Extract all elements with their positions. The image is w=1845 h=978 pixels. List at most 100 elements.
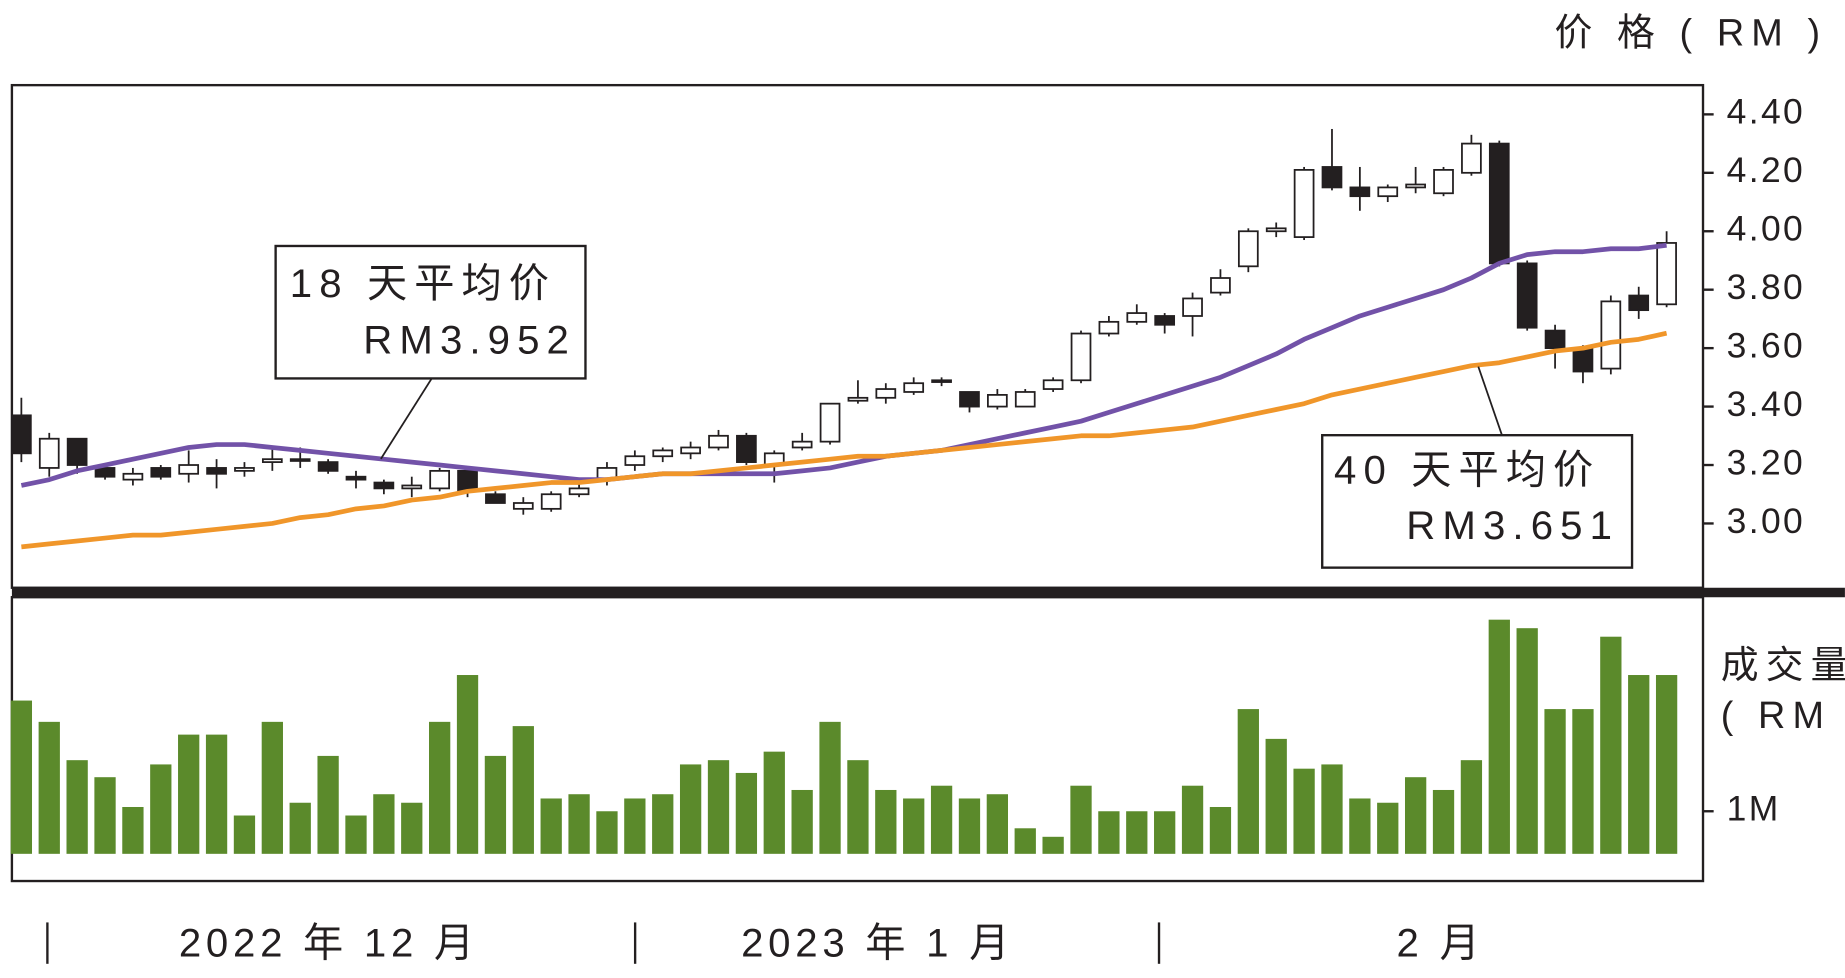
volume-bar xyxy=(903,798,925,854)
volume-bar xyxy=(568,794,590,854)
volume-bar xyxy=(679,764,702,854)
candle-body xyxy=(345,475,367,481)
volume-bar xyxy=(10,700,33,854)
volume-bar xyxy=(1265,738,1287,854)
volume-bar xyxy=(1655,675,1678,854)
candle-body xyxy=(429,469,450,490)
volume-bar xyxy=(345,815,367,854)
candle-body xyxy=(261,458,283,463)
candle-body xyxy=(485,493,506,504)
volume-bar xyxy=(456,675,479,854)
volume-bar xyxy=(317,755,339,854)
volume-bar xyxy=(819,721,841,854)
leader-line xyxy=(380,377,433,460)
volume-bar xyxy=(540,798,562,854)
volume-bar xyxy=(652,794,674,854)
y-tick-label: 4.40 xyxy=(1727,92,1806,132)
volume-bar xyxy=(875,789,897,854)
candle-body xyxy=(11,414,32,455)
volume-bar xyxy=(1070,785,1092,854)
candle-body xyxy=(206,467,227,475)
candle-body xyxy=(401,484,423,490)
candle-body xyxy=(1210,277,1231,294)
volume-bar xyxy=(735,772,758,854)
volume-bar xyxy=(261,721,283,854)
volume-bar xyxy=(289,802,311,854)
candle-body xyxy=(624,455,646,466)
volume-bar xyxy=(791,789,813,854)
leader-line xyxy=(1477,366,1503,436)
volume-bar xyxy=(373,794,395,854)
candle-body xyxy=(1293,169,1315,238)
candle-body xyxy=(1154,315,1176,326)
candle-body xyxy=(317,461,339,472)
candle-body xyxy=(38,437,60,469)
candle-body xyxy=(1237,230,1259,268)
candle-body xyxy=(1488,142,1510,265)
candle-body xyxy=(1042,379,1064,390)
candle-body xyxy=(122,472,144,481)
volume-bar xyxy=(847,760,869,854)
candle-body xyxy=(178,464,200,475)
candle-body xyxy=(1628,294,1650,312)
candle-body xyxy=(819,402,841,443)
volume-bar xyxy=(1572,709,1594,854)
candle-body xyxy=(903,382,925,393)
volume-bar xyxy=(1460,760,1483,854)
volume-bar xyxy=(1349,798,1371,854)
candle-body xyxy=(94,467,116,478)
volume-bar xyxy=(1488,619,1510,854)
candle-body xyxy=(708,434,729,449)
candle-body xyxy=(791,440,813,449)
volume-bar xyxy=(1209,806,1232,854)
volume-bar xyxy=(1377,802,1399,854)
period-label: 2023 年 1 月 xyxy=(741,921,1014,966)
candle-body xyxy=(1321,166,1343,189)
candle-body xyxy=(1461,142,1482,174)
candle-body xyxy=(540,493,562,510)
candle-body xyxy=(1544,329,1566,350)
moving-average-line xyxy=(20,242,1667,488)
volume-bar xyxy=(1516,628,1538,854)
y-tick-label: 4.00 xyxy=(1727,209,1806,249)
candle-body xyxy=(680,446,701,455)
candle-body xyxy=(1126,312,1148,323)
volume-bar xyxy=(958,798,981,854)
volume-bar xyxy=(205,734,228,854)
candle-body xyxy=(1182,297,1203,317)
y-tick-label: 3.60 xyxy=(1727,326,1806,366)
candle-body xyxy=(1377,186,1399,198)
annotation-value: RM3.651 xyxy=(1406,503,1619,548)
candle-body xyxy=(931,379,952,383)
candle-body xyxy=(512,502,534,510)
volume-bar xyxy=(401,802,423,854)
candle-body xyxy=(652,449,674,458)
volume-bar xyxy=(66,760,88,854)
volume-bar xyxy=(763,751,785,854)
volume-bar xyxy=(1544,709,1566,854)
candle-body xyxy=(373,481,395,490)
candle-body xyxy=(1070,332,1092,382)
volume-bar xyxy=(930,785,953,854)
volume-bar xyxy=(1014,828,1036,854)
candle-body xyxy=(1656,242,1677,306)
volume-bar xyxy=(1237,709,1259,854)
candle-body xyxy=(987,394,1008,408)
annotation-title: 18 天平均价 xyxy=(290,261,556,306)
volume-bar xyxy=(1404,777,1427,854)
volume-bar xyxy=(1628,675,1650,854)
volume-bar xyxy=(1042,836,1064,854)
y-tick-label: 3.40 xyxy=(1727,384,1806,424)
volume-bar xyxy=(233,815,256,854)
volume-bar xyxy=(986,794,1009,854)
annotation-box xyxy=(274,244,587,380)
volume-bar xyxy=(1293,768,1315,854)
candle-body xyxy=(1405,183,1426,189)
volume-axis-title: 成交量 xyxy=(1721,645,1845,687)
y-tick-label: 3.80 xyxy=(1727,267,1806,307)
candle-body xyxy=(1516,262,1538,329)
volume-bar xyxy=(150,764,172,854)
candle-body xyxy=(1433,169,1454,195)
volume-bar xyxy=(1098,811,1120,854)
candle-body xyxy=(66,437,88,466)
